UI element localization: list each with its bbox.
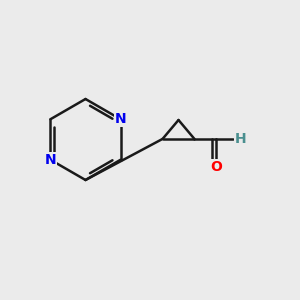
Text: N: N bbox=[115, 112, 126, 126]
Text: O: O bbox=[210, 160, 222, 174]
Text: N: N bbox=[45, 153, 56, 167]
Text: H: H bbox=[235, 132, 247, 146]
